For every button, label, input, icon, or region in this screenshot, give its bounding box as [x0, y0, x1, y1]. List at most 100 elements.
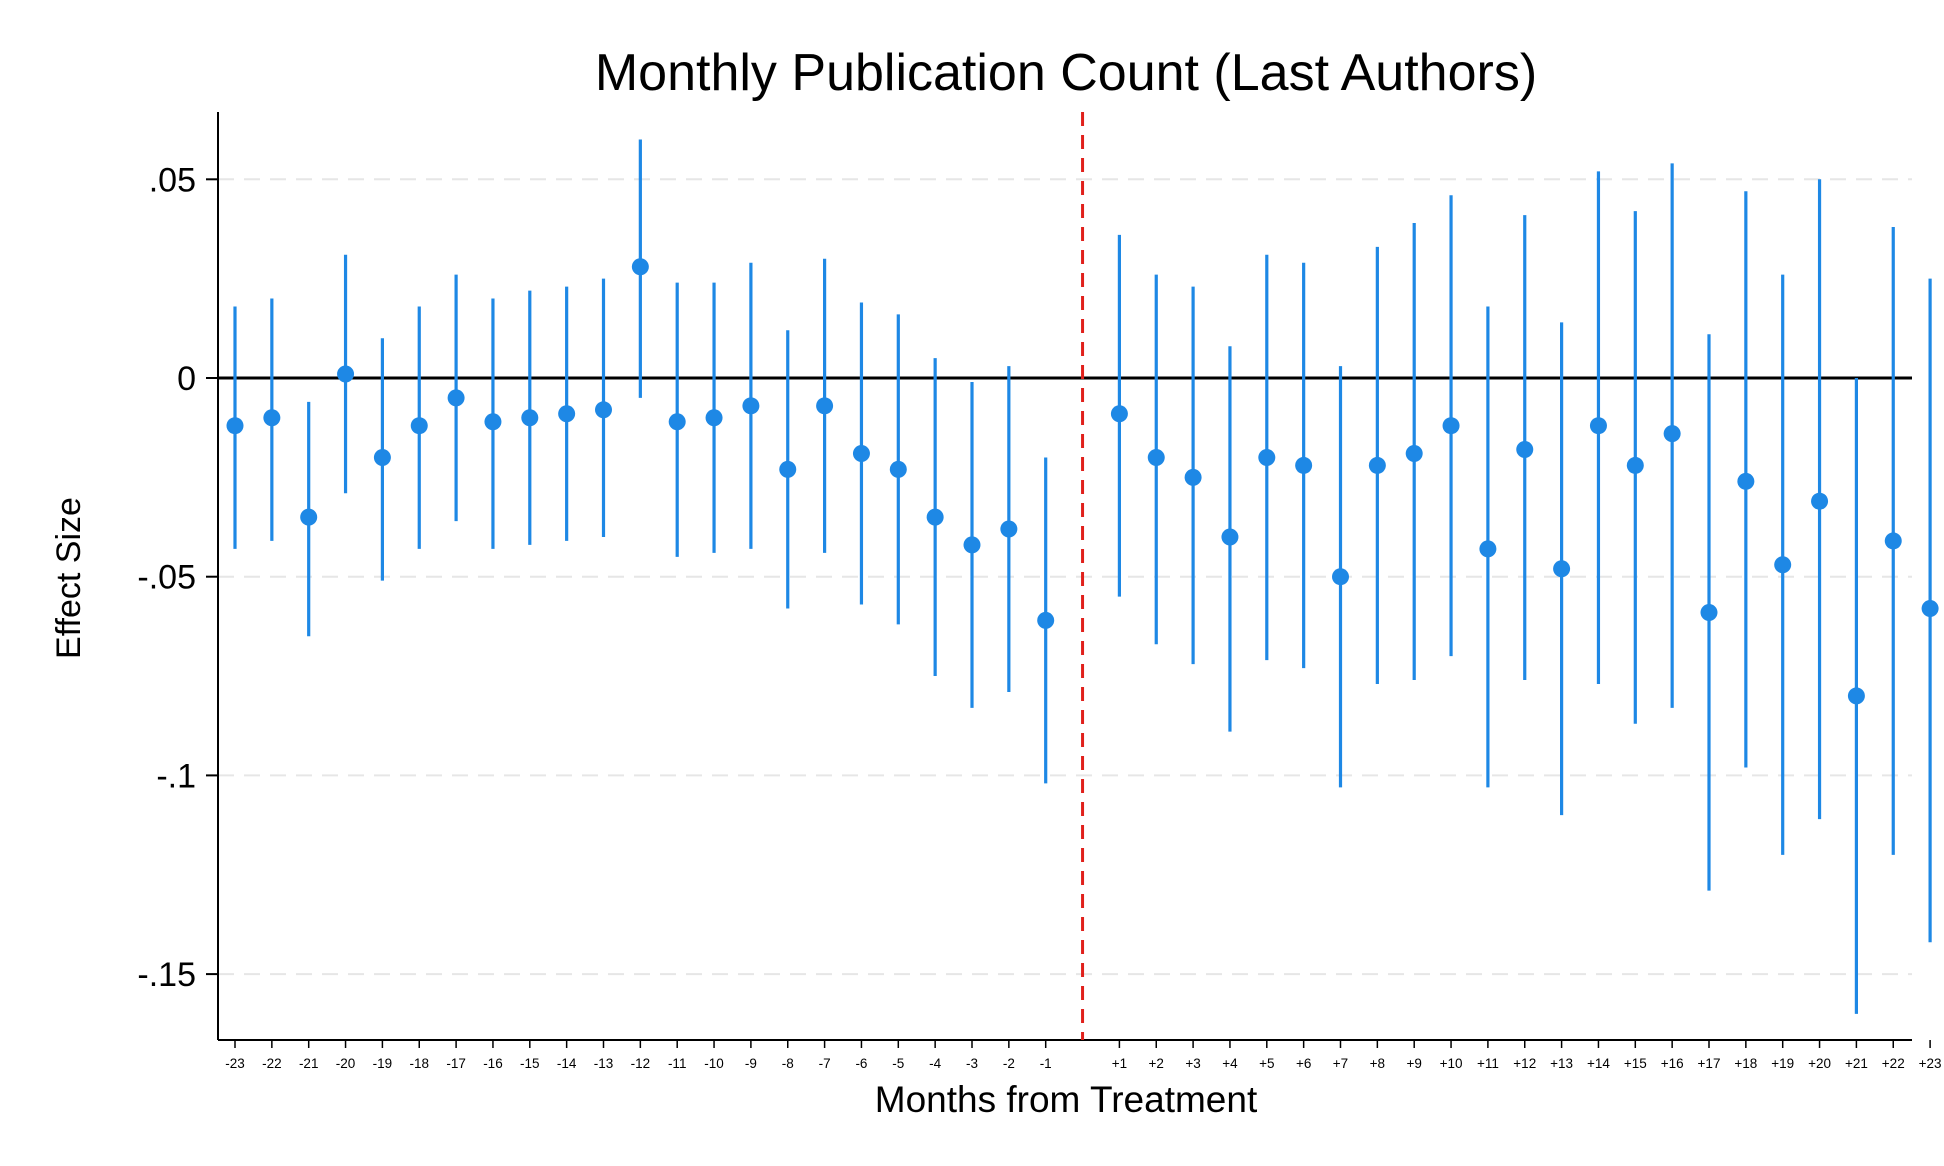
x-tick-label: +2 — [1149, 1056, 1164, 1071]
x-tick-label: -8 — [782, 1056, 794, 1071]
point-estimate — [1737, 472, 1755, 490]
x-tick-label: +22 — [1882, 1056, 1905, 1071]
point-estimate — [1553, 560, 1571, 578]
x-tick-label: +11 — [1477, 1056, 1499, 1071]
point-estimate — [484, 413, 502, 431]
y-tick-label: -.15 — [137, 956, 196, 994]
point-estimate — [1884, 532, 1902, 550]
x-tick-label: -15 — [520, 1056, 540, 1071]
x-tick-label: +6 — [1296, 1056, 1311, 1071]
x-tick-labels: -23 -22 -21 -20 -19 -18 -17 -16 -15 -14 -13 -12 -11 -… — [225, 1040, 1942, 1071]
x-tick-label: -11 — [668, 1056, 687, 1071]
x-tick-label: -3 — [966, 1056, 978, 1071]
point-estimate — [373, 448, 391, 466]
point-estimate — [226, 417, 244, 435]
point-estimate — [1258, 448, 1276, 466]
point-estimate — [816, 397, 834, 415]
y-tick-label: -.05 — [137, 559, 196, 597]
x-tick-label: +4 — [1222, 1056, 1238, 1071]
point-estimate — [1626, 456, 1644, 474]
point-estimate — [521, 409, 539, 427]
x-tick-label: -14 — [557, 1056, 577, 1071]
x-tick-label: -9 — [745, 1056, 757, 1071]
point-estimate — [1368, 456, 1386, 474]
x-tick-label: +3 — [1185, 1056, 1200, 1071]
x-tick-label: -19 — [373, 1056, 393, 1071]
y-tick-label: .05 — [149, 161, 196, 199]
x-tick-label: +16 — [1661, 1056, 1684, 1071]
x-tick-label: +1 — [1112, 1056, 1127, 1071]
point-estimate — [1663, 425, 1681, 443]
point-estimate — [779, 460, 797, 478]
x-tick-label: +9 — [1406, 1056, 1421, 1071]
x-tick-label: -10 — [704, 1056, 724, 1071]
x-tick-label: +14 — [1587, 1056, 1610, 1071]
x-tick-label: -5 — [892, 1056, 904, 1071]
point-estimate — [1921, 599, 1939, 617]
point-estimate — [1405, 445, 1423, 463]
x-tick-label: +15 — [1624, 1056, 1647, 1071]
x-tick-label: +23 — [1919, 1056, 1942, 1071]
x-axis-label: Months from Treatment — [875, 1079, 1258, 1120]
x-tick-label: +13 — [1550, 1056, 1573, 1071]
x-tick-label: +21 — [1845, 1056, 1868, 1071]
y-axis-label: Effect Size — [50, 497, 88, 659]
x-tick-label: -16 — [483, 1056, 503, 1071]
point-estimate — [1589, 417, 1607, 435]
point-estimate — [889, 460, 907, 478]
x-tick-label: +8 — [1370, 1056, 1385, 1071]
point-estimate — [1847, 687, 1865, 705]
point-estimate — [705, 409, 723, 427]
point-estimate — [558, 405, 576, 423]
point-estimate — [1147, 448, 1165, 466]
point-estimate — [337, 365, 355, 383]
point-estimate — [1811, 492, 1829, 510]
x-tick-label: +12 — [1513, 1056, 1536, 1071]
point-estimate — [447, 389, 465, 407]
point-estimate — [1479, 540, 1497, 558]
x-tick-label: -7 — [819, 1056, 831, 1071]
point-estimate — [1000, 520, 1018, 538]
y-tick-label: 0 — [177, 360, 196, 398]
x-tick-label: -12 — [631, 1056, 651, 1071]
point-estimate — [1516, 441, 1534, 459]
point-estimate — [1774, 556, 1792, 574]
chart-title: Monthly Publication Count (Last Authors) — [595, 44, 1537, 102]
point-estimate — [852, 445, 870, 463]
x-tick-label: -2 — [1003, 1056, 1015, 1071]
x-tick-label: -22 — [262, 1056, 282, 1071]
point-estimate — [1295, 456, 1313, 474]
point-estimate — [595, 401, 612, 419]
x-tick-label: -17 — [446, 1056, 466, 1071]
x-tick-label: +5 — [1259, 1056, 1274, 1071]
x-tick-label: -13 — [594, 1056, 614, 1071]
point-estimate — [926, 508, 944, 526]
x-tick-label: -23 — [225, 1056, 245, 1071]
x-tick-label: -6 — [855, 1056, 867, 1071]
point-estimate — [963, 536, 981, 554]
x-tick-label: -1 — [1040, 1056, 1052, 1071]
x-tick-label: -21 — [299, 1056, 319, 1071]
point-estimate — [1184, 468, 1202, 486]
point-estimate — [742, 397, 760, 415]
x-tick-label: -18 — [409, 1056, 429, 1071]
point-estimate — [263, 409, 281, 427]
x-tick-label: +17 — [1698, 1056, 1721, 1071]
point-estimate — [1037, 611, 1055, 629]
point-estimate — [1700, 603, 1718, 621]
point-estimates — [226, 258, 1939, 705]
point-estimate — [668, 413, 686, 431]
point-estimate — [410, 417, 428, 435]
x-tick-label: +18 — [1734, 1056, 1757, 1071]
x-tick-label: +10 — [1440, 1056, 1463, 1071]
gridlines — [218, 178, 1912, 976]
x-tick-label: +7 — [1333, 1056, 1348, 1071]
x-tick-label: -4 — [929, 1056, 941, 1071]
point-estimate — [1442, 417, 1460, 435]
point-estimate — [1332, 568, 1349, 586]
y-tick-labels: .05 0 -.05 -.1 -.15 — [137, 161, 218, 994]
x-tick-label: +20 — [1808, 1056, 1831, 1071]
y-tick-label: -.1 — [156, 757, 196, 795]
point-estimate — [300, 508, 318, 526]
